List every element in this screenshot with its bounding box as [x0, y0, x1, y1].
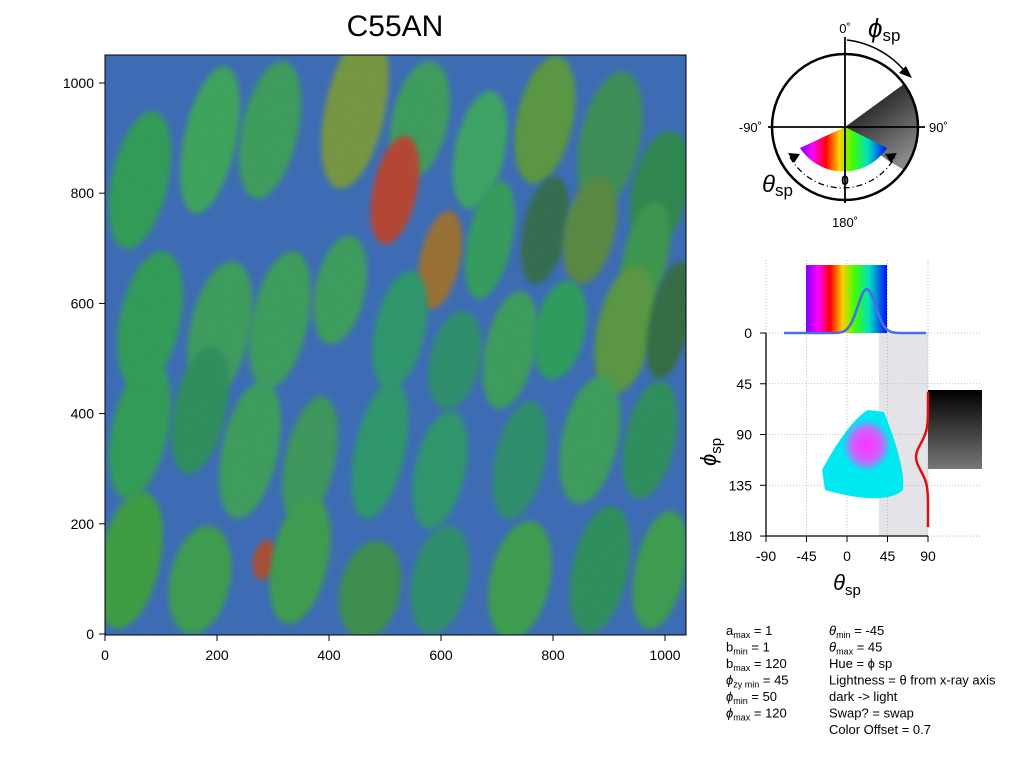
polar-label-bottom: 180˚: [832, 215, 858, 230]
x-tick-label: -90: [756, 548, 776, 564]
parameter-item: dark -> light: [829, 689, 898, 704]
polar-legend: 0˚ 90˚ -90˚ 180˚ 0 ϕsp θsp: [739, 13, 948, 230]
hue-spectrum-bar: [806, 265, 887, 333]
chart-title: C55AN: [347, 10, 444, 43]
y-tick-label: 1000: [63, 75, 94, 91]
x-tick-label: 400: [317, 647, 341, 663]
x-tick-label: 45: [880, 548, 896, 564]
parameter-item: bmax = 120: [726, 656, 787, 673]
x-tick-label: 200: [205, 647, 229, 663]
parameter-item: bmin = 1: [726, 640, 770, 657]
parameter-item: Color Offset = 0.7: [829, 722, 931, 737]
y-tick-label: 135: [729, 477, 753, 493]
parameter-item: Swap? = swap: [829, 706, 914, 721]
polar-label-right: 90˚: [929, 120, 948, 135]
polar-label-top: 0˚: [839, 21, 851, 36]
parameter-item: amax = 1: [726, 623, 772, 640]
x-tick-label: 0: [843, 548, 851, 564]
polar-label-left: -90˚: [739, 120, 762, 135]
x-tick-label: -45: [796, 548, 816, 564]
y-tick-label: 0: [744, 325, 752, 341]
parameter-item: θmin = -45: [829, 623, 884, 640]
y-tick-label: 400: [71, 406, 95, 422]
x-tick-label: 800: [541, 647, 565, 663]
parameter-item: ϕzy min = 45: [726, 673, 789, 690]
orientation-histogram: -90 -45 0 45 90 0 45 90 135 180 θsp ϕsp: [696, 260, 982, 599]
parameter-item: θmax = 45: [829, 640, 882, 657]
theta-arrow: [789, 156, 896, 189]
heatmap-frame: [104, 54, 687, 636]
x-axis-label: θsp: [833, 570, 861, 599]
phi-arrow: [846, 39, 909, 76]
y-tick-label: 600: [71, 295, 95, 311]
theta-fan: [800, 127, 887, 172]
x-tick-label: 90: [920, 548, 936, 564]
heatmap-image: [105, 55, 686, 635]
parameter-item: ϕmin = 50: [726, 689, 777, 706]
phi-marginal-curve: [914, 391, 930, 528]
parameter-item: ϕmax = 120: [726, 706, 787, 723]
y-tick-label: 800: [71, 185, 95, 201]
parameter-item: Hue = ϕ sp: [829, 656, 892, 671]
y-axis-label: ϕsp: [696, 438, 725, 466]
y-tick-label: 200: [71, 516, 95, 532]
theta-label: θsp: [762, 171, 793, 200]
x-tick-label: 1000: [649, 647, 680, 663]
parameter-item: Lightness = θ from x-ray axis: [829, 673, 996, 688]
y-tick-label: 0: [86, 626, 94, 642]
polar-label-center: 0: [841, 172, 849, 188]
theta-marginal-curve: [784, 287, 927, 335]
x-tick-label: 0: [101, 647, 109, 663]
y-tick-label: 90: [736, 427, 752, 443]
y-tick-label: 45: [736, 376, 752, 392]
y-tick-label: 180: [729, 528, 753, 544]
lightness-gradient-bar: [928, 390, 982, 469]
x-tick-label: 600: [429, 647, 453, 663]
heatmap-axes: 0 200 400 600 800 1000 0 200 400 600 800 1000: [63, 75, 681, 663]
phi-label: ϕsp: [868, 13, 900, 45]
density-cloud: [822, 410, 904, 499]
